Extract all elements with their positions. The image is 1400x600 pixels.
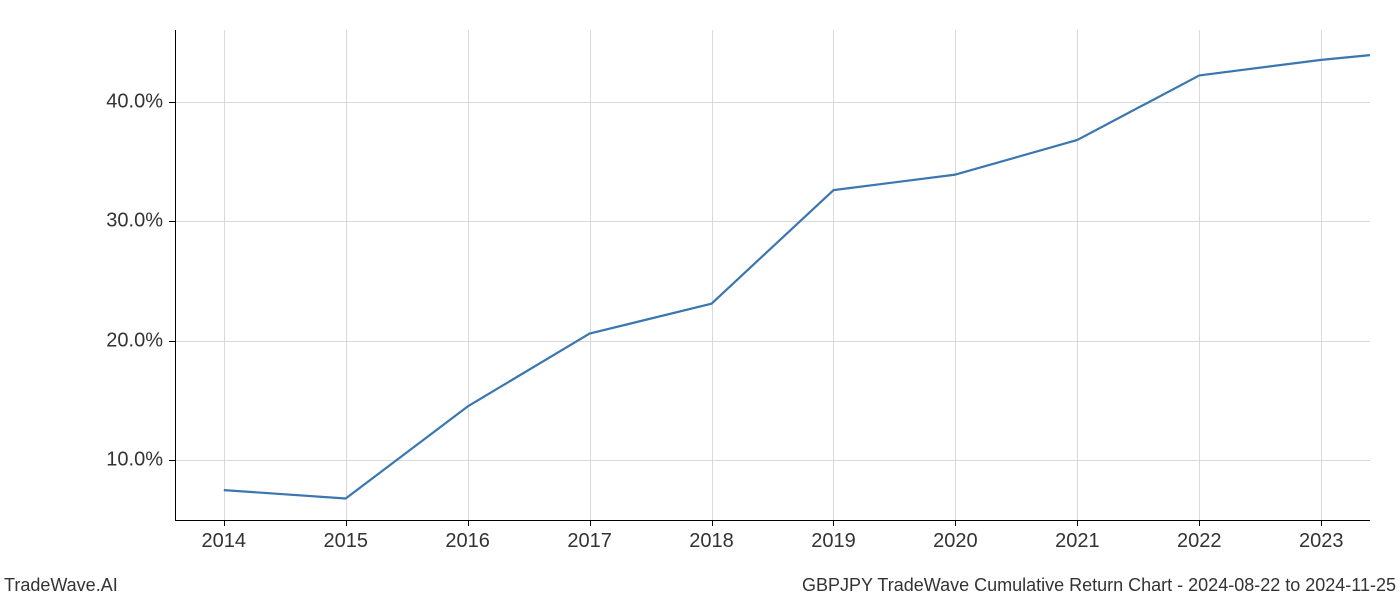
x-tick-label: 2022 [1177, 530, 1222, 553]
x-axis-spine [175, 520, 1370, 521]
x-tick-label: 2020 [933, 530, 978, 553]
x-tick-label: 2015 [323, 530, 368, 553]
y-tick-label: 20.0% [106, 329, 163, 352]
x-tick-label: 2019 [811, 530, 856, 553]
y-tick-label: 40.0% [106, 90, 163, 113]
x-tick-label: 2016 [445, 530, 490, 553]
x-tick-label: 2017 [567, 530, 612, 553]
footer-right-caption: GBPJPY TradeWave Cumulative Return Chart… [802, 575, 1396, 596]
y-tick-label: 10.0% [106, 449, 163, 472]
x-tick-label: 2021 [1055, 530, 1100, 553]
y-tick-label: 30.0% [106, 210, 163, 233]
x-tick-label: 2014 [202, 530, 247, 553]
footer-left-brand: TradeWave.AI [4, 575, 118, 596]
chart-container: 2014 2015 2016 2017 2018 2019 2020 2021 2022 2023… [0, 0, 1400, 600]
x-tick-label: 2023 [1299, 530, 1344, 553]
x-tick-label: 2018 [689, 530, 734, 553]
chart-lines-svg [175, 30, 1370, 520]
plot-area: 2014201520162017201820192020202120222023… [175, 30, 1370, 520]
series-line-cumulative-return [224, 55, 1370, 498]
